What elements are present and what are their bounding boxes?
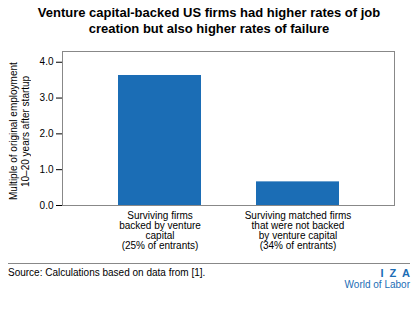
html-text:I Z A: I Z A <box>380 267 410 279</box>
svg-text:1.0: 1.0 <box>40 164 54 175</box>
svg-text:Surviving firmsbacked by ventu: Surviving firmsbacked by venturecapital(… <box>119 210 201 251</box>
svg-text:4.0: 4.0 <box>40 56 54 67</box>
html-text:World of Labor: World of Labor <box>344 279 410 290</box>
svg-text:3.0: 3.0 <box>40 92 54 103</box>
svg-text:2.0: 2.0 <box>40 128 54 139</box>
html-text:Multiple of original employmen: Multiple of original employment 10–20 ye… <box>8 62 31 200</box>
html-text:Source: Calculations based on: Source: Calculations based on data from … <box>8 267 206 278</box>
svg-text:0.0: 0.0 <box>40 200 54 211</box>
svg-text:Surviving matched firmsthat we: Surviving matched firmsthat were not bac… <box>245 210 352 251</box>
html-text:Venture capital-backed US firm: Venture capital-backed US firms had high… <box>37 5 381 36</box>
